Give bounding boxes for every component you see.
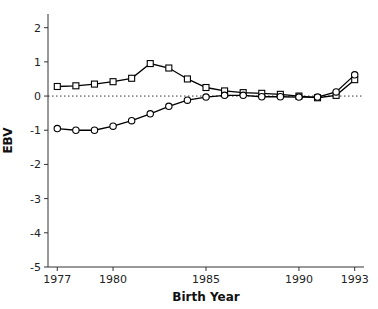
y-axis-line (48, 14, 49, 267)
y-tick (44, 198, 48, 199)
plot-area (48, 61, 364, 134)
x-tick-label: 1977 (43, 273, 71, 286)
y-tick (44, 130, 48, 131)
y-tick-label: -4 (30, 227, 41, 240)
y-tick (44, 232, 48, 233)
square-marker (147, 61, 153, 67)
y-tick-label: 1 (34, 56, 41, 69)
y-tick (44, 61, 48, 62)
y-tick-label: -1 (30, 124, 41, 137)
y-tick-label: -5 (30, 261, 41, 274)
circle-marker (110, 123, 116, 129)
circle-marker (259, 94, 265, 100)
x-tick-label: 1993 (341, 273, 369, 286)
circle-marker (166, 103, 172, 109)
circle-marker (128, 117, 134, 123)
square-marker (129, 75, 135, 81)
square-marker (110, 79, 116, 85)
chart: 1977 1980 1985 1990 1993 -5 -4 -3 -2 -1 0 1 2 Birth Y… (0, 0, 378, 309)
x-tick-label: 1990 (285, 273, 313, 286)
circle-marker (314, 94, 320, 100)
y-tick-label: 0 (34, 90, 41, 103)
x-tick (206, 267, 207, 271)
square-marker (315, 95, 321, 101)
y-tick (44, 27, 48, 28)
square-marker (73, 83, 79, 89)
y-tick-label: -2 (30, 158, 41, 171)
circle-marker (203, 94, 209, 100)
circle-marker (333, 89, 339, 95)
square-marker (91, 81, 97, 87)
y-axis-label: EBV (1, 127, 15, 154)
series-line (57, 64, 354, 98)
x-tick-label: 1980 (99, 273, 127, 286)
series-line (57, 75, 354, 130)
circle-marker (54, 125, 60, 131)
square-marker (203, 85, 209, 91)
y-tick (44, 96, 48, 97)
circle-marker (147, 111, 153, 117)
x-tick (354, 267, 355, 271)
square-marker (54, 83, 60, 89)
y-tick (44, 164, 48, 165)
circle-marker (221, 92, 227, 98)
y-tick-label: -3 (30, 193, 41, 206)
square-marker (166, 65, 172, 71)
x-tick-label: 1985 (192, 273, 220, 286)
x-tick (113, 267, 114, 271)
x-tick (57, 267, 58, 271)
circle-marker (240, 92, 246, 98)
x-axis-label: Birth Year (172, 290, 239, 304)
y-tick (44, 267, 48, 268)
x-tick (298, 267, 299, 271)
circle-marker (277, 94, 283, 100)
square-marker (184, 76, 190, 82)
circle-marker (352, 72, 358, 78)
circle-marker (73, 127, 79, 133)
y-tick-label: 2 (34, 22, 41, 35)
circle-marker (296, 94, 302, 100)
circle-marker (184, 97, 190, 103)
circle-marker (91, 127, 97, 133)
